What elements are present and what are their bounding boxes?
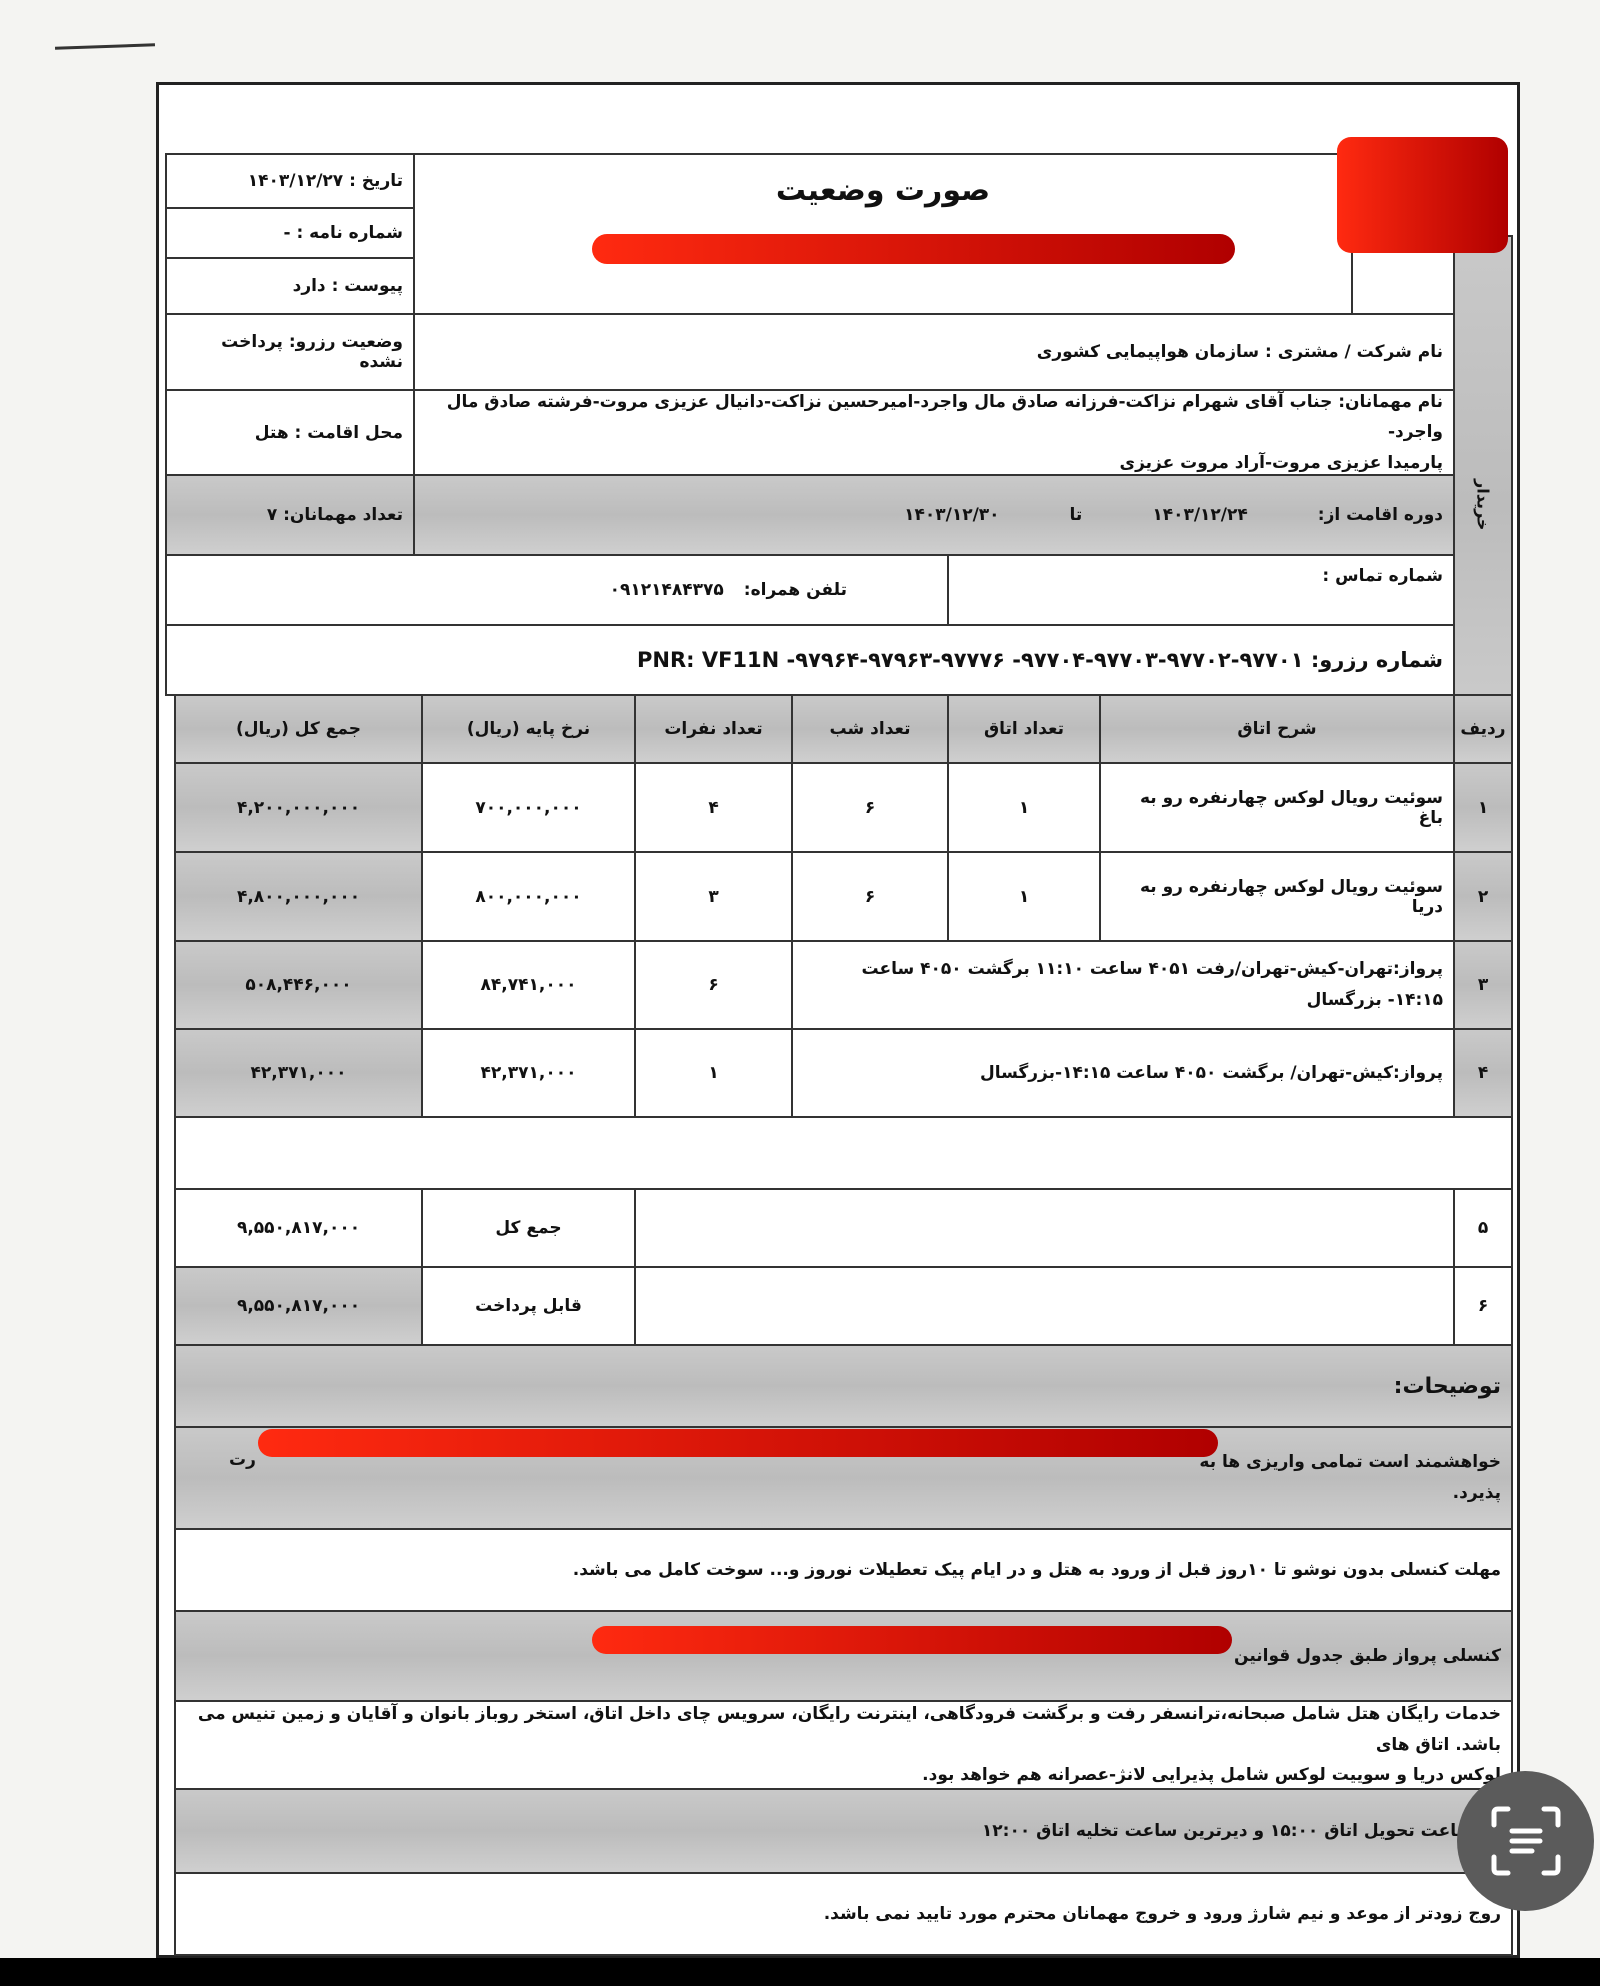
- note-checkin-times: ین ساعت تحویل اتاق ۱۵:۰۰ و دیرترین ساعت …: [174, 1788, 1513, 1874]
- note-payment-end: رت: [229, 1450, 256, 1470]
- note-services: خدمات رایگان هتل شامل صبحانه،ترانسفر رفت…: [174, 1700, 1513, 1790]
- col-header-row: ردیف: [1453, 694, 1513, 764]
- row-total: ۵۰۸,۴۴۶,۰۰۰: [174, 940, 423, 1030]
- attachment-field: پیوست : دارد: [165, 257, 415, 315]
- stay-to: ۱۴۰۳/۱۲/۳۰: [904, 505, 1000, 525]
- sum-value: ۹,۵۵۰,۸۱۷,۰۰۰: [174, 1188, 423, 1268]
- stay-period: دوره اقامت از: ۱۴۰۳/۱۲/۲۴ تا ۱۴۰۳/۱۲/۳۰: [413, 474, 1455, 556]
- scan-text-button[interactable]: [1457, 1771, 1594, 1911]
- row-rate: ۸۴,۷۴۱,۰۰۰: [421, 940, 636, 1030]
- row-rate: ۷۰۰,۰۰۰,۰۰۰: [421, 762, 636, 853]
- guests-line-1: نام مهمانان: جناب آقای شهرام نزاکت-فرزان…: [446, 391, 1443, 443]
- letter-number-field: شماره نامه : -: [165, 207, 415, 259]
- row-rooms: ۱: [947, 851, 1101, 942]
- mobile-field: تلفن همراه: ۰۹۱۲۱۴۸۴۳۷۵: [165, 554, 949, 626]
- row-rooms: ۱: [947, 762, 1101, 853]
- blank-row: [174, 1116, 1513, 1190]
- col-header-persons: تعداد نفرات: [634, 694, 793, 764]
- payable-value: ۹,۵۵۰,۸۱۷,۰۰۰: [174, 1266, 423, 1346]
- mobile-number: ۰۹۱۲۱۴۸۴۳۷۵: [609, 580, 724, 600]
- guest-count: تعداد مهمانان: ۷: [165, 474, 415, 556]
- stay-label: دوره اقامت از:: [1317, 505, 1443, 525]
- document-title: صورت وضعیت: [413, 153, 1353, 313]
- row-persons: ۳: [634, 851, 793, 942]
- row-rate: ۸۰۰,۰۰۰,۰۰۰: [421, 851, 636, 942]
- row-persons: ۶: [634, 940, 793, 1030]
- invoice-document: صورت وضعیت تاریخ : ۱۴۰۳/۱۲/۲۷ شماره نامه…: [156, 82, 1520, 1958]
- note-payment-line2: پذیرد.: [1452, 1483, 1501, 1503]
- mobile-label: تلفن همراه:: [743, 580, 847, 600]
- pen-mark: [54, 43, 156, 50]
- row-persons: ۱: [634, 1028, 793, 1118]
- row-nights: ۶: [791, 762, 949, 853]
- residence-field: محل اقامت : هتل: [165, 389, 415, 476]
- row-number: ۲: [1453, 851, 1513, 942]
- payable-label: قابل پرداخت: [421, 1266, 636, 1346]
- stay-to-label: تا: [1069, 505, 1083, 525]
- row-number: ۴: [1453, 1028, 1513, 1118]
- row-description: سوئیت رویال لوکس چهارنفره رو به باغ: [1099, 762, 1455, 853]
- row-number: ۵: [1453, 1188, 1513, 1268]
- col-header-rate: نرخ پایه (ریال): [421, 694, 636, 764]
- row-rate: ۴۲,۳۷۱,۰۰۰: [421, 1028, 636, 1118]
- redaction-bar: [592, 234, 1235, 264]
- reservation-number: شماره رزرو: ۹۷۷۰۱-۹۷۷۰۲-۹۷۷۰۳-۹۷۷۰۴- ۹۷۷…: [165, 624, 1455, 696]
- col-header-total: جمع کل (ریال): [174, 694, 423, 764]
- guests-line-2: پارمیدا عزیزی مروت-آراد مروت عزیزی: [1119, 452, 1443, 473]
- sum-label: جمع کل: [421, 1188, 636, 1268]
- note-services-line1: خدمات رایگان هتل شامل صبحانه،ترانسفر رفت…: [197, 1704, 1501, 1755]
- row-description: پرواز:کیش-تهران/ برگشت ۴۰۵۰ ساعت ۱۴:۱۵-ب…: [791, 1028, 1455, 1118]
- notes-heading: توضیحات:: [174, 1344, 1513, 1428]
- col-header-rooms: تعداد اتاق: [947, 694, 1101, 764]
- stay-from: ۱۴۰۳/۱۲/۲۴: [1152, 505, 1248, 525]
- col-header-desc: شرح اتاق: [1099, 694, 1455, 764]
- row-number: ۶: [1453, 1266, 1513, 1346]
- reservation-status: وضعیت رزرو: پرداخت نشده: [165, 313, 415, 391]
- date-field: تاریخ : ۱۴۰۳/۱۲/۲۷: [165, 153, 415, 209]
- row-number: ۱: [1453, 762, 1513, 853]
- row-number: ۳: [1453, 940, 1513, 1030]
- row-description: سوئیت رویال لوکس چهارنفره رو به دریا: [1099, 851, 1455, 942]
- contact-field: شماره تماس :: [947, 554, 1455, 626]
- row-description: پرواز:تهران-کیش-تهران/رفت ۴۰۵۱ ساعت ۱۱:۱…: [791, 940, 1455, 1030]
- row-total: ۴,۲۰۰,۰۰۰,۰۰۰: [174, 762, 423, 853]
- scan-text-icon: [1491, 1806, 1560, 1876]
- redaction-logo: [1337, 137, 1508, 253]
- empty-cell: [634, 1188, 1455, 1268]
- row-total: ۴۲,۳۷۱,۰۰۰: [174, 1028, 423, 1118]
- row-nights: ۶: [791, 851, 949, 942]
- note-early-checkout: روج زودتر از موعد و نیم شارژ ورود و خروج…: [174, 1872, 1513, 1956]
- redaction-bar: [258, 1429, 1218, 1457]
- note-flight-cancellation: کنسلی پرواز طبق جدول قوانین: [174, 1610, 1513, 1702]
- row-total: ۴,۸۰۰,۰۰۰,۰۰۰: [174, 851, 423, 942]
- col-header-nights: تعداد شب: [791, 694, 949, 764]
- note-cancellation: مهلت کنسلی بدون نوشو تا ۱۰روز قبل از ورو…: [174, 1528, 1513, 1612]
- company-field: نام شرکت / مشتری : سازمان هواپیمایی کشور…: [413, 313, 1455, 391]
- note-services-line2: لوکس دریا و سوییت لوکس شامل پذیرایی لانژ…: [922, 1765, 1501, 1786]
- empty-cell: [634, 1266, 1455, 1346]
- guests-field: نام مهمانان: جناب آقای شهرام نزاکت-فرزان…: [413, 389, 1455, 476]
- note-payment-start: خواهشمند است تمامی واریزی ها به: [1199, 1452, 1501, 1473]
- row-persons: ۴: [634, 762, 793, 853]
- screen-bottom-bar: [0, 1958, 1600, 1986]
- redaction-bar: [592, 1626, 1232, 1654]
